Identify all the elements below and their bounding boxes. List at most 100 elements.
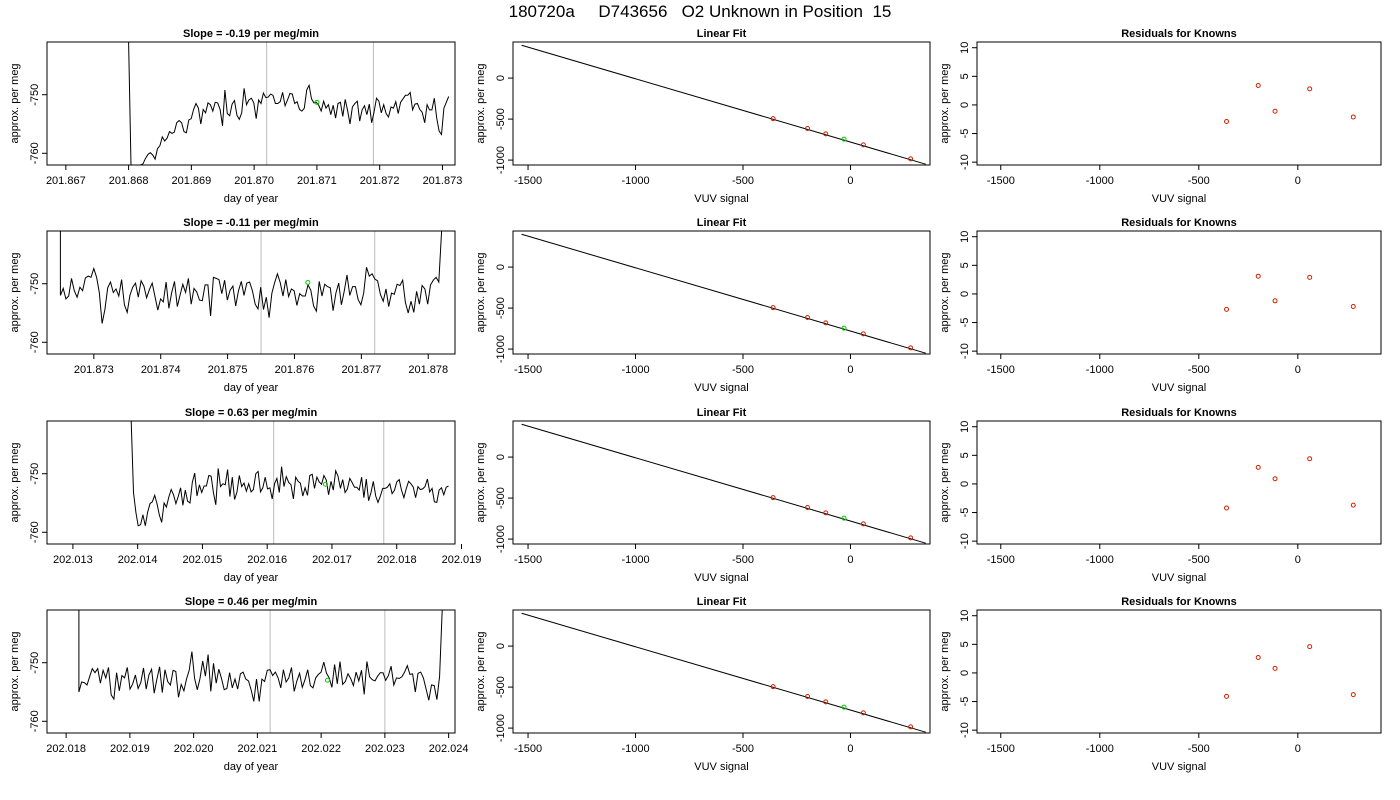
x-tick-label: 202.014 [118,554,158,566]
y-axis-label: approx. per meg [939,631,951,711]
x-axis-label: VUV signal [694,572,748,584]
unknown-point [841,704,847,710]
y-axis-label: approx. per meg [9,252,21,332]
x-axis-label: VUV signal [694,761,748,773]
known-point [908,724,914,730]
y-tick-label: -760 [29,142,41,164]
plot-frame [512,41,931,166]
x-tick-label: -1500 [514,743,542,755]
x-axis-label: VUV signal [1152,193,1206,205]
series-line [59,231,443,324]
x-tick-label: 201.876 [275,364,315,376]
x-tick-label: 201.873 [423,175,463,187]
known-point [823,320,829,326]
x-tick-label: -1000 [1086,743,1114,755]
panel-5: Linear Fit -1500 -1000 -500 0 -1000 -500 0 VUV s… [475,217,931,394]
x-axis-label: VUV signal [1152,761,1206,773]
x-tick-label: 0 [1295,175,1301,187]
plot-frame [976,41,1382,166]
panel-title: Residuals for Knowns [1121,217,1237,229]
y-axis-label: approx. per meg [475,631,487,711]
panel-title: Residuals for Knowns [1121,407,1237,419]
panel-10: Slope = 0.46 per meg/min 202.018 202.019 20… [9,596,469,773]
y-axis-label: approx. per meg [939,63,951,143]
x-tick-label: -500 [732,554,754,566]
known-point [1350,692,1356,698]
x-tick-label: 201.873 [74,364,114,376]
x-axis-label: day of year [224,382,279,394]
x-tick-label: 201.874 [141,364,181,376]
x-tick-label: 201.868 [109,175,149,187]
known-point [1272,108,1278,114]
y-tick-label: -5 [959,318,971,328]
x-tick-label: 0 [847,743,853,755]
x-tick-label: 202.022 [301,743,341,755]
known-point [804,505,810,511]
x-tick-label: 202.018 [46,743,86,755]
y-tick-label: -760 [29,331,41,353]
panel-12: Residuals for Knowns -1500 -1000 -500 0 -10 -5… [939,596,1382,773]
plot-area [130,421,449,544]
x-tick-label: -500 [1188,554,1210,566]
known-point [1307,86,1313,92]
known-point [823,699,829,705]
series-line [128,42,450,165]
plot-area [521,233,926,354]
y-tick-label: -5 [959,508,971,518]
page-title: 180720a D743656 O2 Unknown in Position 1… [508,2,892,21]
y-tick-label: -500 [495,487,507,509]
y-tick-label: 5 [959,452,971,458]
x-tick-label: 201.875 [208,364,248,376]
x-tick-label: 202.019 [442,554,482,566]
known-point [1307,644,1313,650]
y-tick-label: -5 [959,697,971,707]
panel-title: Slope = 0.46 per meg/min [185,596,318,608]
y-axis-label: approx. per meg [475,63,487,143]
x-tick-label: -500 [1188,175,1210,187]
y-tick-label: -5 [959,129,971,139]
y-tick-label: 5 [959,73,971,79]
x-tick-label: 0 [847,364,853,376]
x-tick-label: 0 [1295,554,1301,566]
known-point [804,694,810,700]
y-tick-label: -1000 [495,146,507,174]
series-line [78,610,443,702]
panel-title: Slope = 0.63 per meg/min [185,407,318,419]
y-axis-label: approx. per meg [9,631,21,711]
y-tick-label: -760 [29,710,41,732]
y-tick-label: -500 [495,297,507,319]
y-tick-label: 10 [959,610,971,622]
known-point [1307,456,1313,462]
plot-area [521,423,926,544]
known-point [1224,505,1230,511]
plot-frame [46,609,456,734]
y-tick-label: 0 [495,643,507,649]
known-point [1350,304,1356,310]
y-tick-label: -10 [959,343,971,359]
x-tick-label: -1500 [987,175,1015,187]
x-tick-label: 202.024 [429,743,469,755]
x-tick-label: 0 [847,175,853,187]
unknown-point [322,481,328,487]
fit-line [521,423,926,544]
x-tick-label: 202.021 [237,743,277,755]
y-tick-label: 0 [495,264,507,270]
x-tick-label: 202.023 [365,743,405,755]
known-point [1255,82,1261,88]
y-tick-label: -1000 [495,714,507,742]
panel-4: Slope = -0.11 per meg/min 201.873 201.874 2… [9,217,456,394]
unknown-point [305,280,311,286]
plot-area [78,610,443,733]
x-tick-label: -1000 [621,554,649,566]
y-tick-label: -10 [959,722,971,738]
y-axis-label: approx. per meg [475,252,487,332]
plot-frame [46,230,456,355]
x-axis-label: day of year [224,572,279,584]
x-tick-label: 201.869 [171,175,211,187]
x-axis-label: VUV signal [694,193,748,205]
y-tick-label: 0 [959,670,971,676]
panel-11: Linear Fit -1500 -1000 -500 0 -1000 -500 0 VUV s… [475,596,931,773]
x-tick-label: 202.017 [312,554,352,566]
plot-frame [976,420,1382,545]
